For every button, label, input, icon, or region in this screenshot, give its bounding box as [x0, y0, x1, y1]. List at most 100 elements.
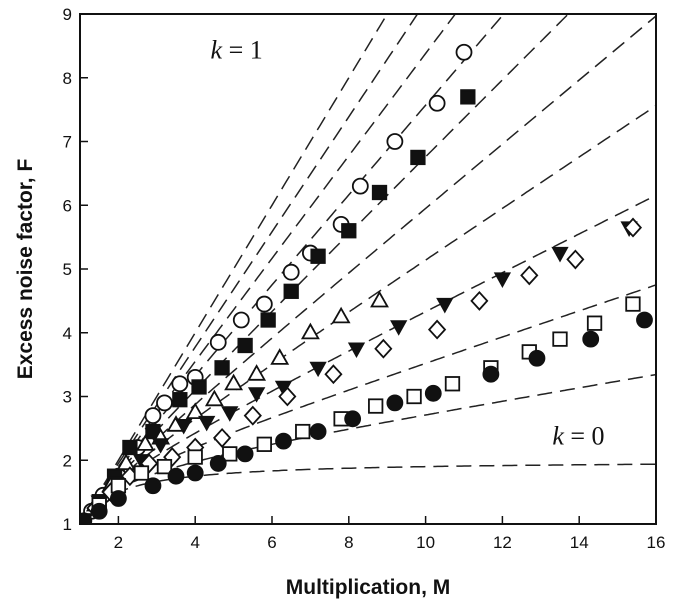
square-filled-point — [122, 439, 138, 456]
x-tick-label: 4 — [190, 533, 199, 552]
square-filled-point — [260, 312, 276, 328]
circle-filled-point — [309, 423, 327, 440]
circle-filled-point — [528, 349, 546, 367]
y-tick-label: 4 — [63, 324, 72, 343]
circle-open-point — [156, 394, 173, 412]
k-curve-0 — [80, 463, 656, 524]
circle-filled-point — [386, 394, 404, 412]
square-filled-point — [460, 89, 476, 105]
square-open-point — [368, 398, 384, 414]
circle-open-point — [455, 43, 473, 61]
square-open-point — [187, 449, 203, 465]
k-curve-0.1 — [80, 373, 656, 524]
circle-open-point — [386, 133, 404, 150]
square-open-point — [222, 446, 238, 462]
diamond-open-point — [139, 453, 159, 474]
circle-filled-point — [80, 512, 93, 524]
diamond-open-point — [520, 265, 539, 286]
y-tick-label: 8 — [63, 69, 72, 88]
diamond-open-point — [278, 386, 297, 407]
k-curve-1 — [80, 14, 389, 524]
square-filled-point — [341, 223, 357, 239]
triangle-up-open-point — [370, 290, 389, 308]
diamond-open-point — [163, 447, 182, 468]
y-tick-label: 9 — [63, 5, 72, 24]
square-open-point — [406, 388, 422, 405]
triangle-down-filled-point — [347, 342, 366, 359]
circle-filled-point — [110, 490, 127, 507]
k-annotation: k = 0 — [552, 421, 604, 450]
triangle-up-open-point — [135, 434, 155, 451]
circle-open-point — [282, 263, 300, 281]
square-open-point — [156, 458, 173, 475]
triangle-up-open-point — [331, 306, 351, 324]
square-open-point — [625, 296, 641, 312]
x-tick-label: 10 — [416, 533, 435, 552]
circle-filled-point — [636, 311, 653, 329]
circle-open-point — [144, 407, 162, 425]
y-tick-label: 1 — [63, 515, 72, 534]
square-open-point — [256, 436, 272, 452]
y-tick-label: 6 — [63, 196, 72, 215]
circle-filled-point — [344, 410, 362, 428]
diamond-open-point — [470, 290, 489, 311]
square-filled-point — [410, 149, 426, 166]
diamond-open-point — [427, 319, 447, 340]
square-open-point — [552, 331, 568, 347]
circle-filled-point — [144, 477, 162, 495]
data-points — [80, 43, 653, 524]
circle-filled-point — [424, 384, 442, 402]
square-filled-point — [172, 392, 188, 408]
x-axis-ticks: 2 4 6 8 10 12 14 16 — [114, 516, 665, 552]
k-curve-0.4 — [80, 104, 656, 524]
y-tick-label: 7 — [63, 133, 72, 152]
y-axis-ticks: 1 2 3 4 5 6 7 8 9 — [63, 5, 88, 534]
x-tick-label: 8 — [344, 533, 353, 552]
triangle-up-open-point — [224, 373, 244, 391]
diamond-open-point — [212, 427, 232, 448]
square-open-point — [444, 376, 461, 392]
x-tick-label: 14 — [570, 533, 589, 552]
square-filled-point — [214, 360, 230, 376]
x-tick-label: 6 — [267, 533, 276, 552]
x-axis-label: Multiplication, M — [286, 576, 450, 599]
circle-open-point — [255, 295, 273, 313]
circle-filled-point — [186, 464, 204, 482]
y-tick-label: 3 — [63, 388, 72, 407]
circle-filled-point — [275, 432, 292, 450]
k-curve-0.6 — [80, 14, 570, 524]
circle-filled-point — [482, 365, 500, 383]
square-filled-point — [371, 184, 388, 201]
k-annotation: k = 1 — [211, 36, 263, 65]
annotations: k = 1 k = 0 — [211, 36, 605, 451]
circle-filled-point — [236, 445, 254, 463]
x-tick-label: 12 — [493, 533, 512, 552]
circle-filled-point — [582, 330, 600, 348]
square-open-point — [295, 423, 311, 440]
square-open-point — [586, 315, 603, 331]
diamond-open-point — [374, 338, 393, 359]
triangle-down-filled-point — [436, 297, 454, 314]
circle-open-point — [209, 333, 227, 351]
triangle-up-open-point — [270, 348, 290, 365]
circle-filled-point — [90, 502, 108, 520]
triangle-down-filled-point — [390, 320, 408, 336]
triangle-down-filled-point — [151, 438, 170, 454]
x-tick-label: 2 — [114, 533, 123, 552]
triangle-up-open-point — [116, 453, 136, 471]
triangle-down-filled-point — [221, 406, 239, 422]
y-tick-label: 5 — [63, 260, 72, 279]
diamond-open-point — [566, 249, 585, 270]
square-filled-point — [237, 337, 253, 354]
diamond-open-point — [623, 217, 643, 238]
triangle-down-filled-point — [198, 415, 216, 432]
y-axis-label: Excess noise factor, F — [14, 159, 37, 380]
circle-open-point — [351, 177, 369, 195]
square-filled-point — [283, 283, 299, 299]
circle-open-point — [232, 311, 250, 329]
triangle-up-open-point — [204, 389, 224, 407]
square-open-point — [133, 465, 150, 481]
triangle-up-open-point — [247, 364, 267, 381]
k-curve-0.3 — [80, 194, 656, 524]
triangle-up-open-point — [300, 322, 320, 340]
